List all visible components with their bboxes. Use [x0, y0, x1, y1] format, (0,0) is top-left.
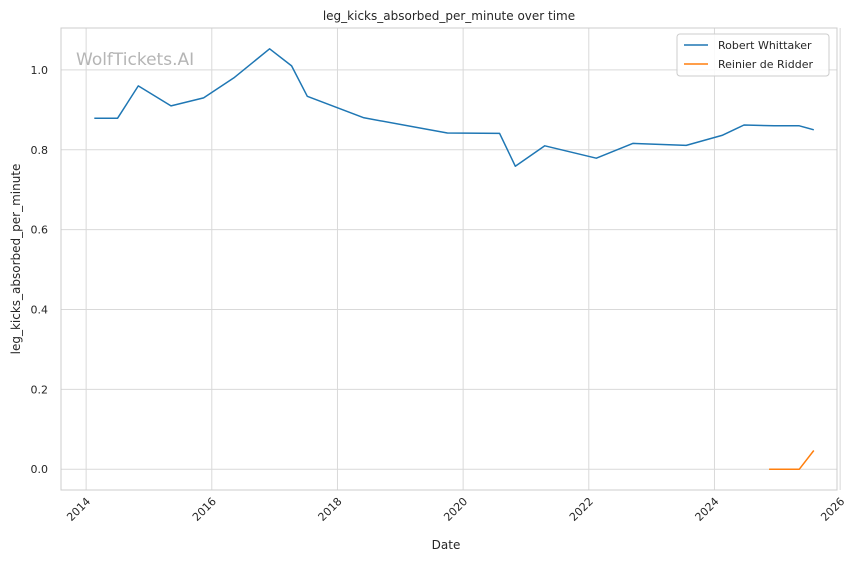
x-tick-label: 2016 — [190, 495, 219, 524]
y-tick-label: 0.8 — [31, 144, 49, 157]
data-point-reinier-de-ridder — [812, 449, 815, 452]
x-tick-label: 2022 — [567, 495, 596, 524]
data-point-robert-whittaker — [798, 124, 801, 127]
y-tick-label: 0.6 — [31, 224, 49, 237]
legend-label-reinier-de-ridder: Reinier de Ridder — [718, 58, 813, 71]
x-tick-label: 2014 — [64, 495, 93, 524]
data-series — [93, 47, 815, 471]
data-point-robert-whittaker — [169, 104, 172, 107]
x-axis-label: Date — [432, 538, 461, 552]
series-line-robert-whittaker — [94, 48, 814, 167]
x-tick-label: 2026 — [818, 495, 847, 524]
x-tick-label: 2024 — [693, 495, 722, 524]
chart-title: leg_kicks_absorbed_per_minute over time — [323, 9, 575, 23]
data-point-robert-whittaker — [720, 134, 723, 137]
data-point-robert-whittaker — [202, 96, 205, 99]
data-point-robert-whittaker — [498, 132, 501, 135]
y-axis-label: leg_kicks_absorbed_per_minute — [9, 164, 23, 355]
watermark: WolfTickets.AI — [76, 50, 194, 70]
y-tick-label: 0.2 — [31, 383, 49, 396]
data-point-robert-whittaker — [116, 117, 119, 120]
x-tick-label: 2018 — [316, 495, 345, 524]
plot-background — [61, 28, 837, 490]
y-tick-label: 1.0 — [31, 64, 49, 77]
data-point-reinier-de-ridder — [768, 468, 771, 471]
y-tick-label: 0.0 — [31, 463, 49, 476]
data-point-reinier-de-ridder — [798, 468, 801, 471]
legend: Robert Whittaker Reinier de Ridder — [676, 33, 830, 77]
data-point-robert-whittaker — [631, 142, 634, 145]
data-point-robert-whittaker — [685, 144, 688, 147]
x-tick-label: 2020 — [441, 495, 470, 524]
legend-box — [676, 33, 830, 77]
data-point-robert-whittaker — [446, 131, 449, 134]
data-point-robert-whittaker — [232, 76, 235, 79]
data-point-robert-whittaker — [93, 117, 96, 120]
data-point-robert-whittaker — [595, 157, 598, 160]
plot-frame — [60, 27, 838, 491]
data-point-robert-whittaker — [812, 128, 815, 131]
data-point-robert-whittaker — [514, 165, 517, 168]
data-point-robert-whittaker — [268, 47, 271, 50]
data-point-robert-whittaker — [306, 95, 309, 98]
data-point-robert-whittaker — [773, 124, 776, 127]
data-point-robert-whittaker — [362, 116, 365, 119]
data-point-robert-whittaker — [742, 123, 745, 126]
series-line-reinier-de-ridder — [769, 450, 815, 470]
legend-label-robert-whittaker: Robert Whittaker — [718, 39, 812, 52]
data-point-robert-whittaker — [137, 84, 140, 87]
data-point-robert-whittaker — [543, 144, 546, 147]
y-tick-label: 0.4 — [31, 304, 49, 317]
data-point-robert-whittaker — [290, 64, 293, 67]
